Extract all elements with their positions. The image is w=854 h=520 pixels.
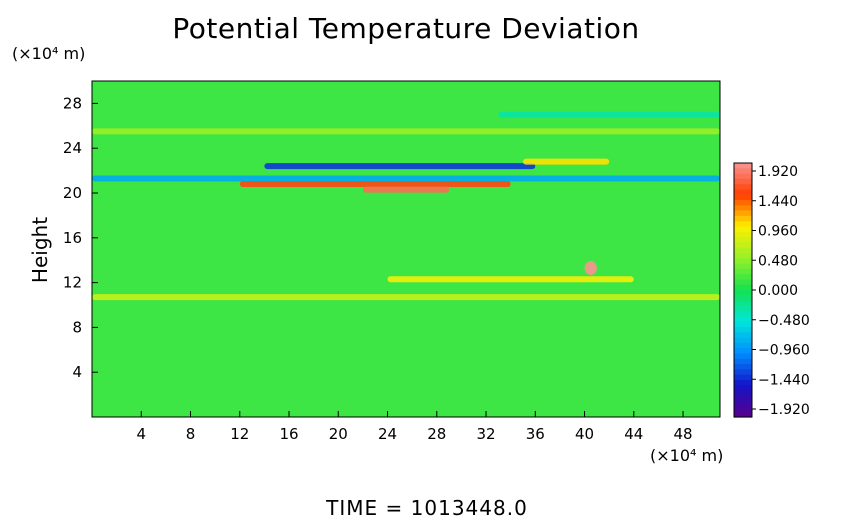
- x-tick-label: 36: [526, 425, 545, 443]
- heatmap-background: [92, 81, 720, 417]
- colorbar-band: [734, 163, 752, 169]
- colorbar-band: [734, 337, 752, 344]
- colorbar-label: 1.440: [758, 194, 798, 210]
- colorbar-band: [734, 237, 752, 243]
- y-tick-label: 16: [63, 229, 82, 247]
- heatmap-feature: [239, 181, 511, 188]
- colorbar-label: 0.000: [758, 283, 798, 299]
- x-tick-label: 40: [575, 425, 594, 443]
- colorbar-band: [734, 210, 752, 217]
- colorbar-label: −1.920: [758, 402, 810, 418]
- colorbar-band: [734, 385, 752, 392]
- y-tick-label: 24: [63, 139, 82, 157]
- colorbar-label: −0.960: [758, 343, 810, 359]
- colorbar-band: [734, 390, 752, 397]
- y-tick-label: 8: [72, 318, 82, 336]
- colorbar-band: [734, 178, 752, 185]
- colorbar-label: −1.440: [758, 372, 810, 388]
- colorbar-band: [734, 401, 752, 408]
- heatmap-feature: [362, 186, 450, 193]
- colorbar-band: [734, 305, 752, 312]
- colorbar-band: [734, 205, 752, 212]
- colorbar-band: [734, 168, 752, 175]
- colorbar-band: [734, 263, 752, 270]
- x-tick-label: 12: [230, 425, 249, 443]
- colorbar-band: [734, 406, 752, 413]
- colorbar-label: −0.480: [758, 313, 810, 329]
- colorbar-band: [734, 332, 752, 339]
- x-tick-label: 24: [378, 425, 397, 443]
- colorbar-band: [734, 374, 752, 381]
- colorbar-band: [734, 379, 752, 386]
- x-tick-label: 32: [476, 425, 495, 443]
- time-readout: TIME = 1013448.0: [326, 496, 528, 520]
- colorbar-band: [734, 242, 752, 249]
- x-tick-label: 4: [136, 425, 146, 443]
- heatmap-feature: [387, 276, 634, 283]
- x-axis-unit: (×10⁴ m): [650, 446, 724, 465]
- colorbar-band: [734, 194, 752, 201]
- colorbar-band: [734, 221, 752, 228]
- colorbar-label: 1.920: [758, 164, 798, 180]
- colorbar-band: [734, 353, 752, 360]
- y-tick-label: 28: [63, 94, 82, 112]
- colorbar-band: [734, 268, 752, 275]
- colorbar-band: [734, 215, 752, 222]
- chart-title: Potential Temperature Deviation: [172, 12, 640, 45]
- y-axis-unit: (×10⁴ m): [12, 44, 86, 63]
- colorbar-label: 0.960: [758, 224, 798, 240]
- x-tick-label: 20: [329, 425, 348, 443]
- x-tick-label: 16: [279, 425, 298, 443]
- colorbar-band: [734, 395, 752, 402]
- colorbar-band: [734, 321, 752, 328]
- heatmap-feature: [92, 175, 720, 182]
- colorbar-band: [734, 258, 752, 265]
- colorbar-band: [734, 252, 752, 259]
- colorbar-band: [734, 173, 752, 180]
- x-tick-label: 48: [674, 425, 693, 443]
- colorbar-band: [734, 189, 752, 196]
- heatmap-feature: [498, 111, 720, 118]
- colorbar-band: [734, 369, 752, 376]
- y-tick-label: 4: [72, 363, 82, 381]
- colorbar-band: [734, 284, 752, 291]
- colorbar-band: [734, 364, 752, 370]
- colorbar-band: [734, 247, 752, 254]
- colorbar-band: [734, 316, 752, 323]
- plot-frame: [91, 80, 721, 418]
- colorbar-band: [734, 295, 752, 302]
- colorbar-band: [734, 342, 752, 349]
- heatmap-feature: [92, 128, 720, 135]
- colorbar-band: [734, 327, 752, 333]
- heatmap-feature: [92, 294, 720, 301]
- colorbar-band: [734, 290, 752, 296]
- colorbar-band: [734, 348, 752, 355]
- colorbar-band: [734, 226, 752, 233]
- y-tick-label: 20: [63, 184, 82, 202]
- x-tick-label: 28: [427, 425, 446, 443]
- heatmap-feature: [584, 261, 597, 276]
- colorbar-band: [734, 231, 752, 238]
- heatmap-feature: [264, 163, 536, 170]
- colorbar-band: [734, 200, 752, 206]
- x-tick-label: 8: [186, 425, 196, 443]
- colorbar-band: [734, 411, 752, 418]
- x-tick-label: 44: [624, 425, 643, 443]
- colorbar-band: [734, 358, 752, 365]
- heatmap-feature: [522, 158, 610, 165]
- colorbar-band: [734, 274, 752, 281]
- colorbar-band: [734, 300, 752, 307]
- colorbar-band: [734, 184, 752, 191]
- colorbar-band: [734, 311, 752, 318]
- colorbar-label: 0.480: [758, 253, 798, 269]
- y-tick-label: 12: [63, 274, 82, 292]
- colorbar-band: [734, 279, 752, 286]
